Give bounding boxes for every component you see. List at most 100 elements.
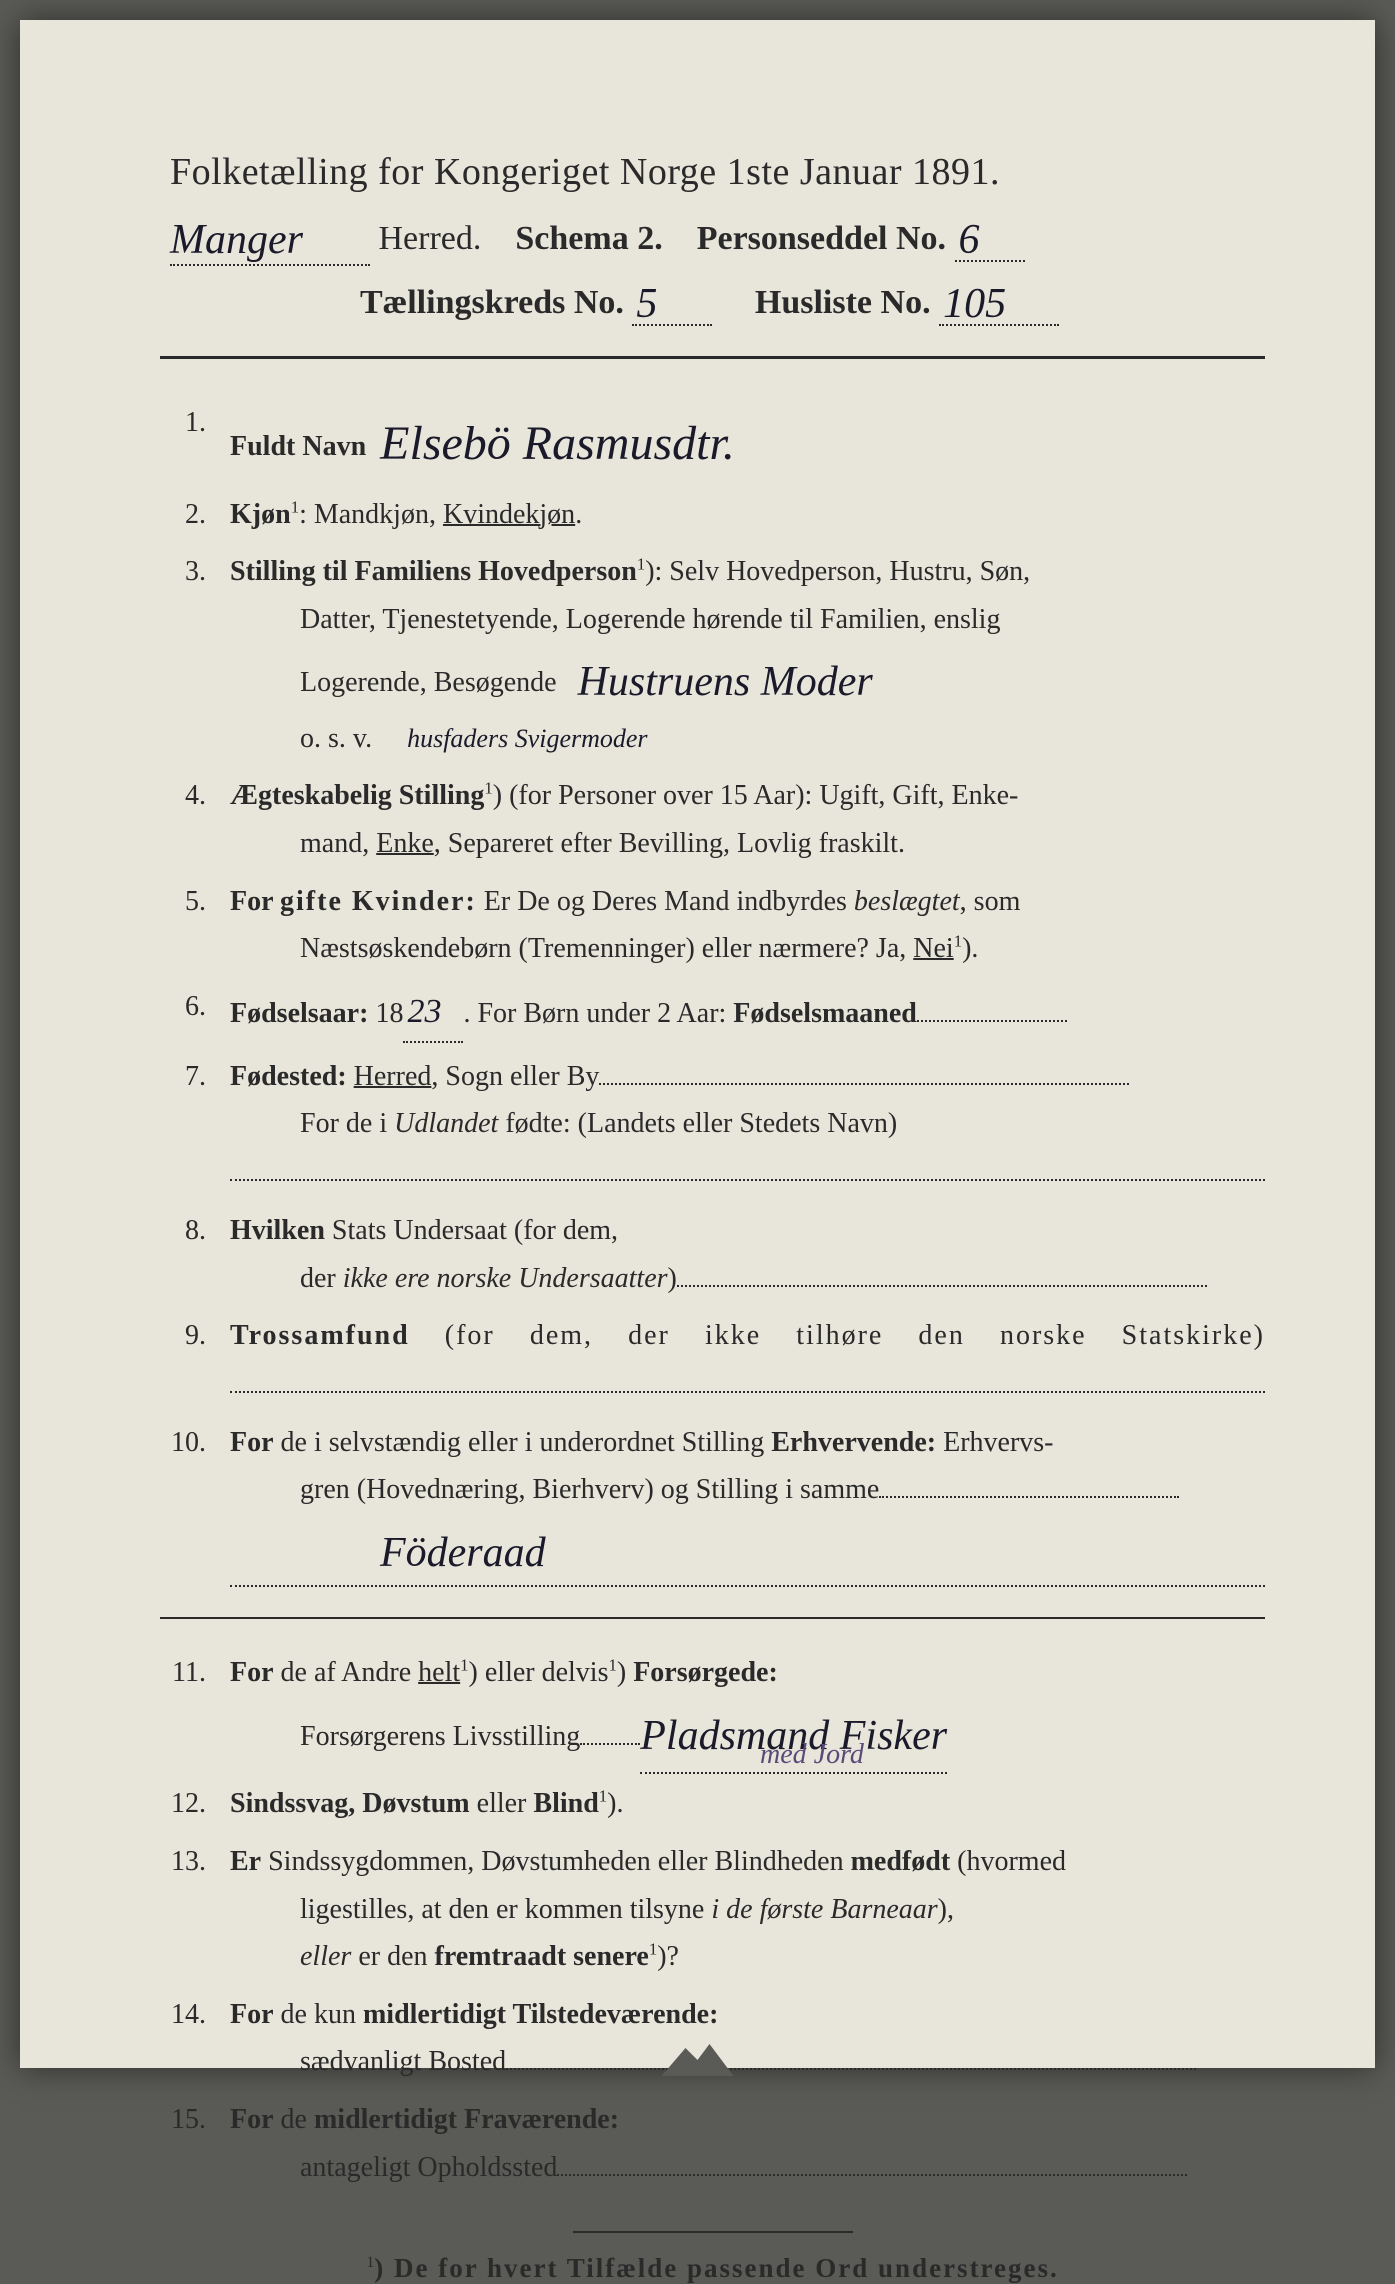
q5-line1c: , som: [960, 886, 1021, 917]
header-line-2: Manger Herred. Schema 2. Personseddel No…: [160, 212, 1265, 262]
q3-hand2: husfaders Svigermoder: [407, 724, 647, 753]
q15-labela: For: [230, 2104, 274, 2135]
q5-row: 5. For gifte Kvinder: Er De og Deres Man…: [160, 878, 1265, 973]
q10-row: 10. For de i selvstændig eller i underor…: [160, 1419, 1265, 1588]
q6-year: 23: [407, 993, 441, 1030]
footnote: 1) De for hvert Tilfælde passende Ord un…: [160, 2253, 1265, 2284]
q7-line2a: For de i: [300, 1108, 394, 1139]
q7-blank: [599, 1057, 1129, 1085]
q3-line1: ): Selv Hovedperson, Hustru, Søn,: [645, 556, 1030, 587]
q14-texta: de kun: [274, 1999, 363, 2030]
q13-line2b: ),: [938, 1894, 954, 1925]
q7-line2i: Udlandet: [394, 1108, 498, 1139]
husliste-label: Husliste No.: [755, 284, 931, 321]
q12-sup: 1: [599, 1787, 607, 1806]
q11-num: 11.: [160, 1649, 230, 1770]
q8-labelb: Stats Undersaat (for dem,: [325, 1215, 618, 1246]
q9-text: (for dem, der ikke tilhøre den norske St…: [410, 1320, 1265, 1351]
q13-labelb: medfødt: [851, 1846, 951, 1877]
q4-row: 4. Ægteskabelig Stilling1) (for Personer…: [160, 772, 1265, 867]
census-form-page: Folketælling for Kongeriget Norge 1ste J…: [20, 20, 1375, 2068]
q6-blank: [917, 994, 1067, 1022]
q9-row: 9. Trossamfund (for dem, der ikke tilhør…: [160, 1312, 1265, 1409]
q11-hand2: med Jord: [760, 1731, 864, 1779]
q3-row: 3. Stilling til Familiens Hovedperson1):…: [160, 548, 1265, 762]
schema-label: Schema 2.: [515, 220, 662, 257]
footnote-sup: 1: [366, 2253, 374, 2271]
q5-line1: Er De og Deres Mand indbyrdes: [477, 886, 854, 917]
q11-sup2: 1: [608, 1656, 616, 1675]
q12-labelb: Blind: [533, 1788, 598, 1819]
q12-num: 12.: [160, 1780, 230, 1828]
q6-labelb: Fødselsmaaned: [733, 998, 917, 1029]
q5-label-b: gifte Kvinder:: [280, 886, 477, 917]
q10-textb: Erhvervs-: [936, 1427, 1053, 1458]
q14-blank: [506, 2042, 1196, 2070]
q8-line2b: ): [668, 1263, 677, 1294]
q11-textb: ) eller delvis: [469, 1657, 609, 1688]
q4-num: 4.: [160, 772, 230, 867]
q13-line3b: fremtraadt senere: [435, 1941, 649, 1972]
q6-row: 6. Fødselsaar: 1823. For Børn under 2 Aa…: [160, 983, 1265, 1043]
q4-line1: ) (for Personer over 15 Aar): Ugift, Gif…: [493, 780, 1019, 811]
header-line-3: Tællingskreds No. 5 Husliste No. 105: [160, 276, 1265, 326]
personseddel-no: 6: [959, 216, 980, 264]
q2-sup: 1: [291, 497, 299, 516]
q1-value: Elsebö Rasmusdtr.: [380, 403, 735, 485]
q2-num: 2.: [160, 491, 230, 539]
q8-num: 8.: [160, 1207, 230, 1302]
q6-num: 6.: [160, 983, 230, 1043]
kreds-no: 5: [636, 280, 657, 328]
q4-sup: 1: [484, 779, 492, 798]
q7-text: , Sogn eller By: [431, 1061, 599, 1092]
herred-label: Herred.: [379, 220, 482, 257]
q1-num: 1.: [160, 399, 230, 481]
q15-row: 15. For de midlertidigt Fraværende: anta…: [160, 2096, 1265, 2191]
husliste-no: 105: [943, 280, 1006, 328]
q9-blank: [230, 1360, 1265, 1394]
q9-num: 9.: [160, 1312, 230, 1409]
q13-line3c: )?: [657, 1941, 679, 1972]
q2-underlined: Kvindekjøn: [443, 499, 575, 530]
q13-line2i: i de første Barneaar: [711, 1894, 937, 1925]
q10-num: 10.: [160, 1419, 230, 1588]
q13-row: 13. Er Sindssygdommen, Døvstumheden elle…: [160, 1838, 1265, 1981]
q3-line3a: Logerende, Besøgende: [300, 667, 557, 698]
q8-line2i: ikke ere norske Undersaatter: [343, 1263, 668, 1294]
q14-num: 14.: [160, 1991, 230, 2086]
q1-row: 1. Fuldt Navn Elsebö Rasmusdtr.: [160, 399, 1265, 481]
q2-label: Kjøn: [230, 499, 291, 530]
herred-handwritten: Manger: [170, 216, 370, 266]
q3-line4a: o. s. v.: [300, 723, 372, 754]
footnote-text: ) De for hvert Tilfælde passende Ord und…: [374, 2253, 1058, 2283]
q10-labela: For: [230, 1427, 274, 1458]
q6-textb: . For Børn under 2 Aar:: [463, 998, 733, 1029]
q5-line2a: Næstsøskendebørn (Tremenninger) eller næ…: [300, 933, 913, 964]
q12-text: eller: [470, 1788, 534, 1819]
q3-line2: Datter, Tjenestetyende, Logerende hørend…: [230, 596, 1265, 644]
q4-line2a: mand,: [300, 828, 376, 859]
q7-line2b: fødte: (Landets eller Stedets Navn): [498, 1108, 897, 1139]
q5-line2b: ).: [962, 933, 978, 964]
q13-sup: 1: [649, 1940, 657, 1959]
q11-sup: 1: [460, 1656, 468, 1675]
q12-row: 12. Sindssvag, Døvstum eller Blind1).: [160, 1780, 1265, 1828]
q5-label-a: For: [230, 886, 280, 917]
q5-num: 5.: [160, 878, 230, 973]
q5-sup2: 1: [954, 932, 962, 951]
q11-texta: de af Andre: [274, 1657, 419, 1688]
q11-line2a: Forsørgerens Livsstilling: [300, 1721, 580, 1752]
q4-label: Ægteskabelig Stilling: [230, 780, 484, 811]
page-title: Folketælling for Kongeriget Norge 1ste J…: [160, 150, 1265, 194]
q12-label: Sindssvag, Døvstum: [230, 1788, 470, 1819]
q11-labela: For: [230, 1657, 274, 1688]
q13-line3i: eller: [300, 1941, 351, 1972]
q3-label: Stilling til Familiens Hovedperson: [230, 556, 637, 587]
q7-u: Herred: [354, 1061, 432, 1092]
q3-num: 3.: [160, 548, 230, 762]
kreds-label: Tællingskreds No.: [360, 284, 624, 321]
q7-blank2: [230, 1148, 1265, 1182]
q8-row: 8. Hvilken Stats Undersaat (for dem, der…: [160, 1207, 1265, 1302]
q14-line2: sædvanligt Bosted: [300, 2046, 506, 2077]
q13-textb: (hvormed: [950, 1846, 1066, 1877]
